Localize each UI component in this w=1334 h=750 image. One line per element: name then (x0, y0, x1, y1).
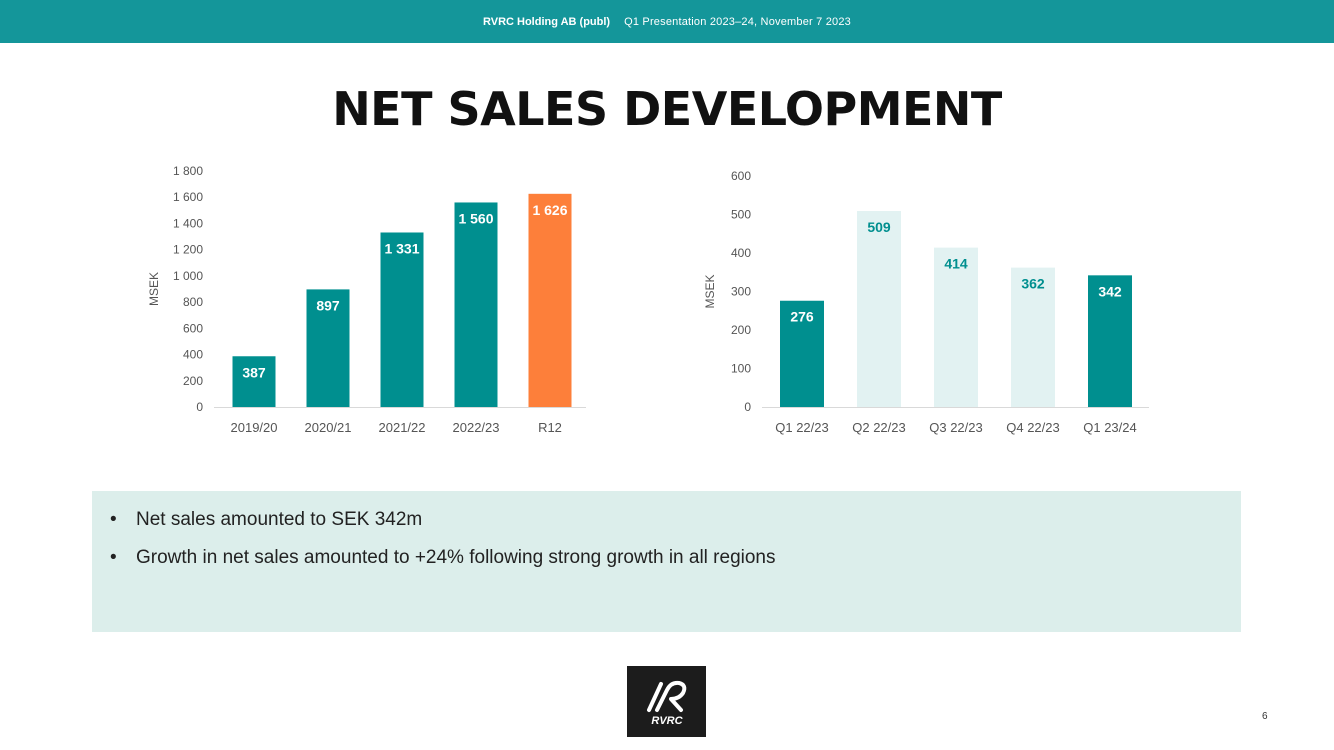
company-name: RVRC Holding AB (publ) (482, 15, 611, 28)
bar (528, 193, 572, 407)
bar (1011, 267, 1055, 407)
bar-value-label: 897 (316, 297, 340, 313)
y-tick-label: 0 (196, 400, 203, 414)
y-tick-label: 600 (731, 169, 751, 183)
x-tick-label: 2020/21 (305, 420, 352, 435)
page-number: 6 (1262, 711, 1268, 722)
y-tick-label: 400 (731, 246, 751, 260)
x-tick-label: 2019/20 (231, 420, 278, 435)
x-tick-label: Q4 22/23 (1006, 420, 1060, 435)
annual-net-sales-chart: 0 200 400 600 800 1 000 1 200 1 400 1 600 1 800 MS… (147, 164, 586, 435)
bar (1088, 275, 1132, 407)
y-tick-label: 100 (731, 362, 751, 376)
x-tick-label: 2021/22 (379, 420, 426, 435)
bar (934, 247, 978, 407)
y-axis-title: MSEK (147, 272, 161, 306)
header-bar: RVRC Holding AB (publ) Q1 Presentation 2… (0, 0, 1334, 43)
bar-value-label: 1 560 (458, 210, 493, 226)
bar-value-label: 362 (1021, 276, 1045, 292)
bar (380, 232, 424, 407)
y-tick-label: 1 400 (173, 216, 203, 230)
presentation-subtitle: Q1 Presentation 2023–24, November 7 2023 (624, 15, 852, 28)
x-tick-label: Q1 23/24 (1083, 420, 1137, 435)
x-tick-label: Q1 22/23 (775, 420, 829, 435)
y-axis-title: MSEK (703, 274, 717, 308)
x-tick-label: Q3 22/23 (929, 420, 983, 435)
bar-value-label: 414 (944, 256, 968, 272)
y-tick-label: 0 (744, 400, 751, 414)
y-tick-label: 1 000 (173, 269, 203, 283)
bar-value-label: 342 (1098, 283, 1122, 299)
bar (454, 202, 498, 407)
bar-value-label: 276 (790, 309, 814, 325)
y-tick-label: 800 (183, 295, 203, 309)
x-tick-label: R12 (538, 420, 562, 435)
bullet-list: Net sales amounted to SEK 342m Growth in… (92, 491, 1241, 577)
bar (306, 289, 350, 407)
y-tick-label: 500 (731, 208, 751, 222)
bar-value-label: 387 (242, 364, 266, 380)
y-tick-label: 1 200 (173, 243, 203, 257)
y-tick-label: 1 600 (173, 190, 203, 204)
bar-value-label: 1 626 (532, 202, 567, 218)
logo-text: RVRC (651, 715, 683, 727)
x-tick-label: Q2 22/23 (852, 420, 906, 435)
rvrc-logo: RVRC (627, 666, 706, 737)
quarterly-net-sales-chart: 0 100 200 300 400 500 600 MSEK 276 Q1 22/23 509 Q2 … (703, 169, 1149, 435)
bar (232, 356, 276, 407)
bar-value-label: 1 331 (384, 240, 419, 256)
summary-panel: Net sales amounted to SEK 342m Growth in… (92, 491, 1241, 632)
page-title: NET SALES DEVELOPMENT (332, 82, 1002, 136)
bar-value-label: 509 (867, 219, 891, 235)
y-tick-label: 200 (183, 374, 203, 388)
y-tick-label: 600 (183, 321, 203, 335)
bar (780, 300, 824, 407)
y-tick-label: 400 (183, 348, 203, 362)
bullet-item: Growth in net sales amounted to +24% fol… (110, 539, 1241, 577)
bullet-item: Net sales amounted to SEK 342m (110, 501, 1241, 539)
bar (857, 211, 901, 407)
y-tick-label: 1 800 (173, 164, 203, 178)
y-tick-label: 200 (731, 323, 751, 337)
y-tick-label: 300 (731, 285, 751, 299)
rvrc-logo-icon: RVRC (647, 680, 687, 727)
x-tick-label: 2022/23 (453, 420, 500, 435)
